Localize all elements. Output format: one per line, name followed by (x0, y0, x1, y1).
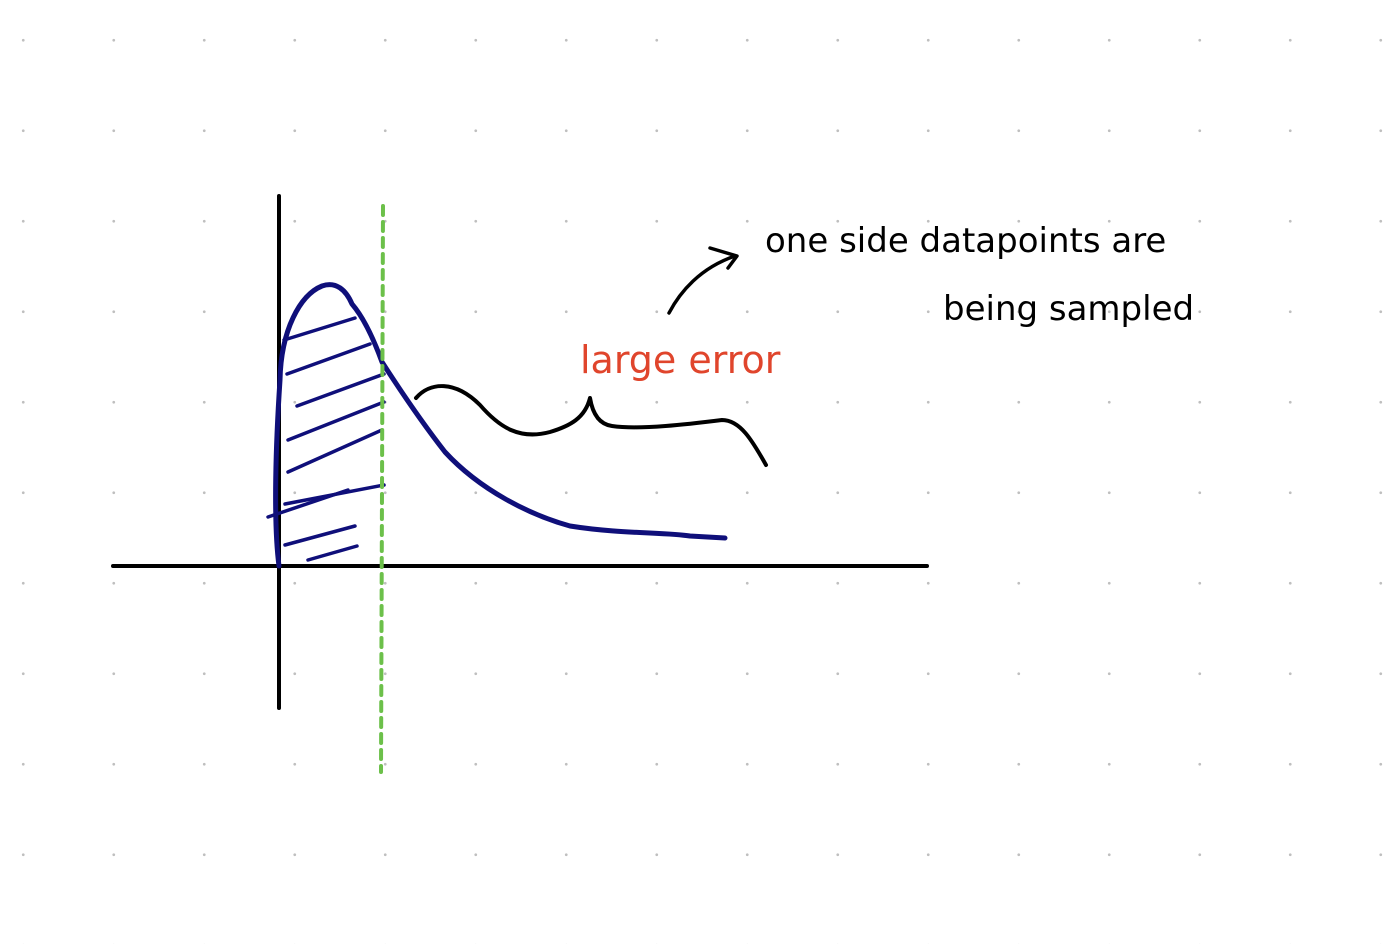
hatch-line (295, 372, 386, 408)
hatch-line (286, 428, 384, 474)
hatch-line (283, 524, 357, 547)
axes (111, 194, 929, 710)
arrow-shaft (667, 254, 737, 315)
annotation-text-line-1: one side datapoints are (765, 221, 1166, 261)
arrow-head (708, 246, 739, 270)
hatch-line (266, 488, 350, 519)
hatch-line (282, 316, 357, 342)
hatch-line (306, 544, 359, 562)
distribution-curve (273, 282, 728, 569)
tail-brace (414, 384, 768, 467)
hatch-line (286, 400, 386, 442)
hatch-line (285, 342, 372, 376)
annotation-arrow (667, 246, 739, 315)
error-label: large error (580, 338, 781, 382)
annotation-text-line-2: being sampled (943, 289, 1194, 329)
hatched-region (266, 316, 386, 562)
sampling-divider-line (379, 204, 385, 774)
